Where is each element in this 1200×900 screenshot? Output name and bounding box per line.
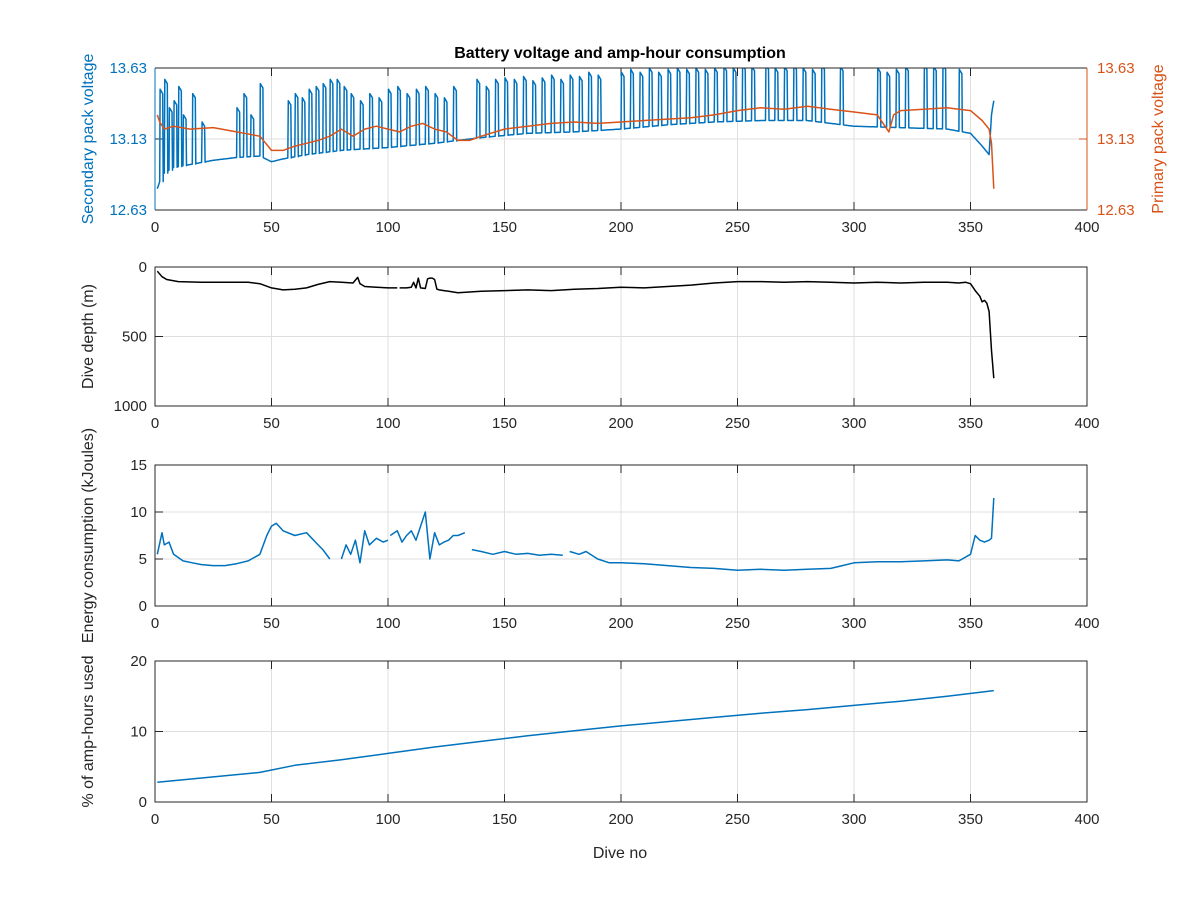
axis-frame [154,464,1088,607]
y-axis-label: Secondary pack voltage [80,54,97,225]
right-y-tick-label: 12.63 [1097,202,1135,219]
y-tick-label: 0 [139,794,147,811]
x-tick-label: 150 [492,615,517,632]
x-tick-label: 250 [725,615,750,632]
x-tick-label: 300 [841,415,866,432]
x-tick-label: 150 [492,415,517,432]
y-axis-label: Dive depth (m) [80,284,97,389]
y-tick-label: 0 [139,598,147,615]
secondary-pack-voltage-line [156,68,995,189]
x-axis-label: Dive no [593,845,647,862]
x-tick-label: 0 [151,219,159,236]
x-tick-label: 50 [263,811,280,828]
y-tick-label: 10 [130,724,147,741]
x-tick-label: 100 [375,415,400,432]
x-tick-label: 350 [958,615,983,632]
x-tick-label: 200 [608,415,633,432]
y-tick-label: 0 [139,259,147,276]
x-tick-label: 200 [608,615,633,632]
y-axis-label: % of amp-hours used [80,655,97,807]
x-tick-label: 400 [1074,219,1099,236]
y-tick-label: 5 [139,551,147,568]
x-tick-label: 100 [375,811,400,828]
figure-title: Battery voltage and amp-hour consumption [454,45,786,62]
x-tick-label: 350 [958,219,983,236]
amphours-series-0-line [157,689,994,784]
x-tick-label: 250 [725,219,750,236]
energy-panel: 0 50 100 150 200 250 300 350 400 0 5 10 15 Energy con… [80,428,1100,643]
y-tick-label: 20 [130,653,147,670]
y-tick-label: 1000 [114,398,147,415]
right-y-tick-label: 13.63 [1097,60,1135,77]
depth-panel: 0 50 100 150 200 250 300 350 400 0 500 1000 Dive dep… [80,259,1100,432]
y-tick-label: 10 [130,504,147,521]
x-tick-label: 200 [608,811,633,828]
x-tick-label: 0 [151,811,159,828]
series-group [156,497,995,572]
x-tick-label: 200 [608,219,633,236]
x-tick-label: 300 [841,615,866,632]
series-group [156,68,995,189]
energy-series-1-line [340,530,389,564]
x-tick-label: 250 [725,415,750,432]
x-tick-label: 50 [263,219,280,236]
x-tick-label: 150 [492,811,517,828]
energy-series-3-line [471,548,563,556]
amp-hours-panel: 0 50 100 150 200 250 300 350 400 0 10 20 % of amp-ho… [80,653,1100,828]
y-axis-label: Energy consumption (kJoules) [80,428,97,643]
x-tick-label: 300 [841,219,866,236]
depth-series-1-line [399,277,995,379]
x-tick-label: 400 [1074,415,1099,432]
x-tick-label: 0 [151,615,159,632]
x-tick-label: 50 [263,415,280,432]
x-tick-label: 400 [1074,615,1099,632]
series-group [156,270,995,379]
x-tick-label: 350 [958,415,983,432]
x-tick-label: 150 [492,219,517,236]
y-tick-label: 500 [122,329,147,346]
y-tick-label: 13.63 [109,60,147,77]
x-tick-label: 300 [841,811,866,828]
x-tick-label: 100 [375,615,400,632]
x-tick-label: 250 [725,811,750,828]
energy-series-0-line [156,522,331,567]
x-tick-label: 400 [1074,811,1099,828]
series-group [157,689,994,784]
voltage-panel: 0 50 100 150 200 250 300 350 40012.6313.1313.631… [80,54,1167,236]
energy-series-2-line [389,511,466,560]
x-tick-label: 0 [151,415,159,432]
y-tick-label: 13.13 [109,131,147,148]
primary-pack-voltage-line [156,105,995,189]
energy-series-4-line [569,497,995,572]
axis-frame [154,660,1088,803]
x-tick-label: 100 [375,219,400,236]
axis-frame [154,266,1088,407]
x-tick-label: 50 [263,615,280,632]
right-y-axis-label: Primary pack voltage [1150,64,1167,213]
y-tick-label: 15 [130,457,147,474]
right-y-tick-label: 13.13 [1097,131,1135,148]
depth-series-0-line [156,270,398,291]
y-tick-label: 12.63 [109,202,147,219]
x-tick-label: 350 [958,811,983,828]
